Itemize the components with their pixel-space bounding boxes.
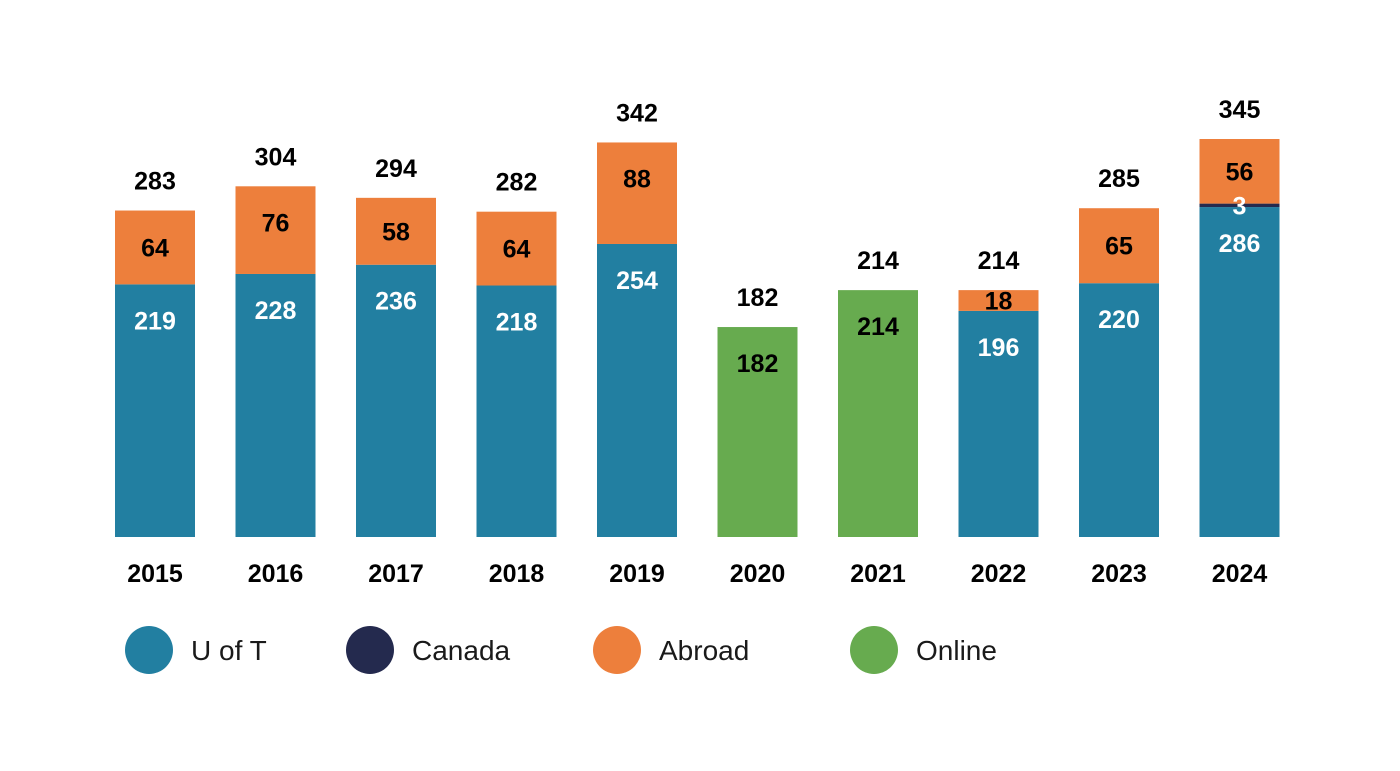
total-label-2016: 304 [255, 143, 297, 171]
segment-labels-layer: 219 64 228 76 236 58 218 64 254 88 182 214 196 18 220 6… [134, 158, 1260, 378]
bar-abroad-2018 [476, 211, 557, 286]
legend-swatch-abroad [593, 626, 641, 674]
total-label-2018: 282 [496, 169, 538, 197]
segment-label-abroad-2016: 76 [262, 209, 290, 237]
x-tick-label-2024: 2024 [1212, 560, 1268, 588]
legend-label-canada: Canada [412, 635, 511, 666]
bar-online-2020 [717, 327, 798, 537]
x-tick-label-2020: 2020 [730, 560, 786, 588]
bar-abroad-2017 [356, 197, 436, 265]
segment-label-abroad-2017: 58 [382, 218, 410, 246]
legend-swatch-canada [346, 626, 394, 674]
bar-abroad-2022 [958, 290, 1039, 311]
bar-u-of-t-2022 [958, 310, 1039, 537]
x-axis-labels: 2015 2016 2017 2018 2019 2020 2021 2022 2023 2024 [127, 560, 1267, 588]
bar-u-of-t-2016 [235, 273, 316, 537]
bar-u-of-t-2015 [115, 284, 195, 537]
total-label-2017: 294 [375, 155, 417, 183]
bar-online-2021 [838, 290, 918, 537]
segment-label-u-of-t-2019: 254 [616, 267, 658, 295]
bar-abroad-2016 [235, 186, 316, 274]
segment-label-u-of-t-2016: 228 [255, 297, 297, 325]
legend-label-abroad: Abroad [659, 635, 749, 666]
bar-canada-2024 [1199, 203, 1280, 208]
x-tick-label-2016: 2016 [248, 560, 304, 588]
legend: U of T Canada Abroad Online [125, 626, 997, 674]
segment-label-abroad-2019: 88 [623, 165, 651, 193]
segment-label-abroad-2022: 18 [985, 288, 1013, 316]
legend-label-online: Online [916, 635, 997, 666]
total-label-2024: 345 [1219, 96, 1261, 124]
x-tick-label-2018: 2018 [489, 560, 545, 588]
legend-swatch-online [850, 626, 898, 674]
total-label-2023: 285 [1098, 165, 1140, 193]
total-label-2020: 182 [737, 284, 779, 312]
segment-label-u-of-t-2024: 286 [1219, 230, 1261, 258]
x-tick-label-2017: 2017 [368, 560, 424, 588]
x-tick-label-2021: 2021 [850, 560, 906, 588]
legend-swatch-u-of-t [125, 626, 173, 674]
segment-label-u-of-t-2017: 236 [375, 288, 417, 316]
bar-abroad-2024 [1199, 139, 1280, 204]
segment-label-u-of-t-2023: 220 [1098, 306, 1140, 334]
segment-label-u-of-t-2015: 219 [134, 307, 176, 335]
bar-abroad-2019 [597, 142, 677, 244]
segment-label-abroad-2018: 64 [503, 236, 531, 264]
segment-label-u-of-t-2018: 218 [496, 309, 538, 337]
x-tick-label-2015: 2015 [127, 560, 183, 588]
legend-label-u-of-t: U of T [191, 635, 267, 666]
segment-label-abroad-2024: 56 [1226, 158, 1254, 186]
bar-u-of-t-2023 [1079, 283, 1159, 537]
bar-abroad-2023 [1079, 208, 1159, 284]
bar-u-of-t-2017 [356, 264, 436, 537]
x-tick-label-2022: 2022 [971, 560, 1027, 588]
segment-label-abroad-2015: 64 [141, 234, 169, 262]
segment-label-canada-2024: 3 [1233, 192, 1247, 220]
segment-label-online-2020: 182 [737, 350, 779, 378]
x-tick-label-2019: 2019 [609, 560, 665, 588]
segment-label-online-2021: 214 [857, 313, 899, 341]
segment-label-abroad-2023: 65 [1105, 233, 1133, 261]
total-labels-layer: 283 304 294 282 342 182 214 214 285 345 [134, 96, 1260, 312]
x-tick-label-2023: 2023 [1091, 560, 1147, 588]
bar-u-of-t-2019 [597, 243, 677, 537]
total-label-2015: 283 [134, 168, 176, 196]
total-label-2021: 214 [857, 247, 899, 275]
bar-u-of-t-2018 [476, 285, 557, 537]
segment-label-u-of-t-2022: 196 [978, 334, 1020, 362]
total-label-2022: 214 [978, 247, 1020, 275]
bar-u-of-t-2024 [1199, 207, 1280, 537]
bars-layer [115, 139, 1280, 537]
total-label-2019: 342 [616, 99, 658, 127]
bar-abroad-2015 [115, 210, 195, 285]
